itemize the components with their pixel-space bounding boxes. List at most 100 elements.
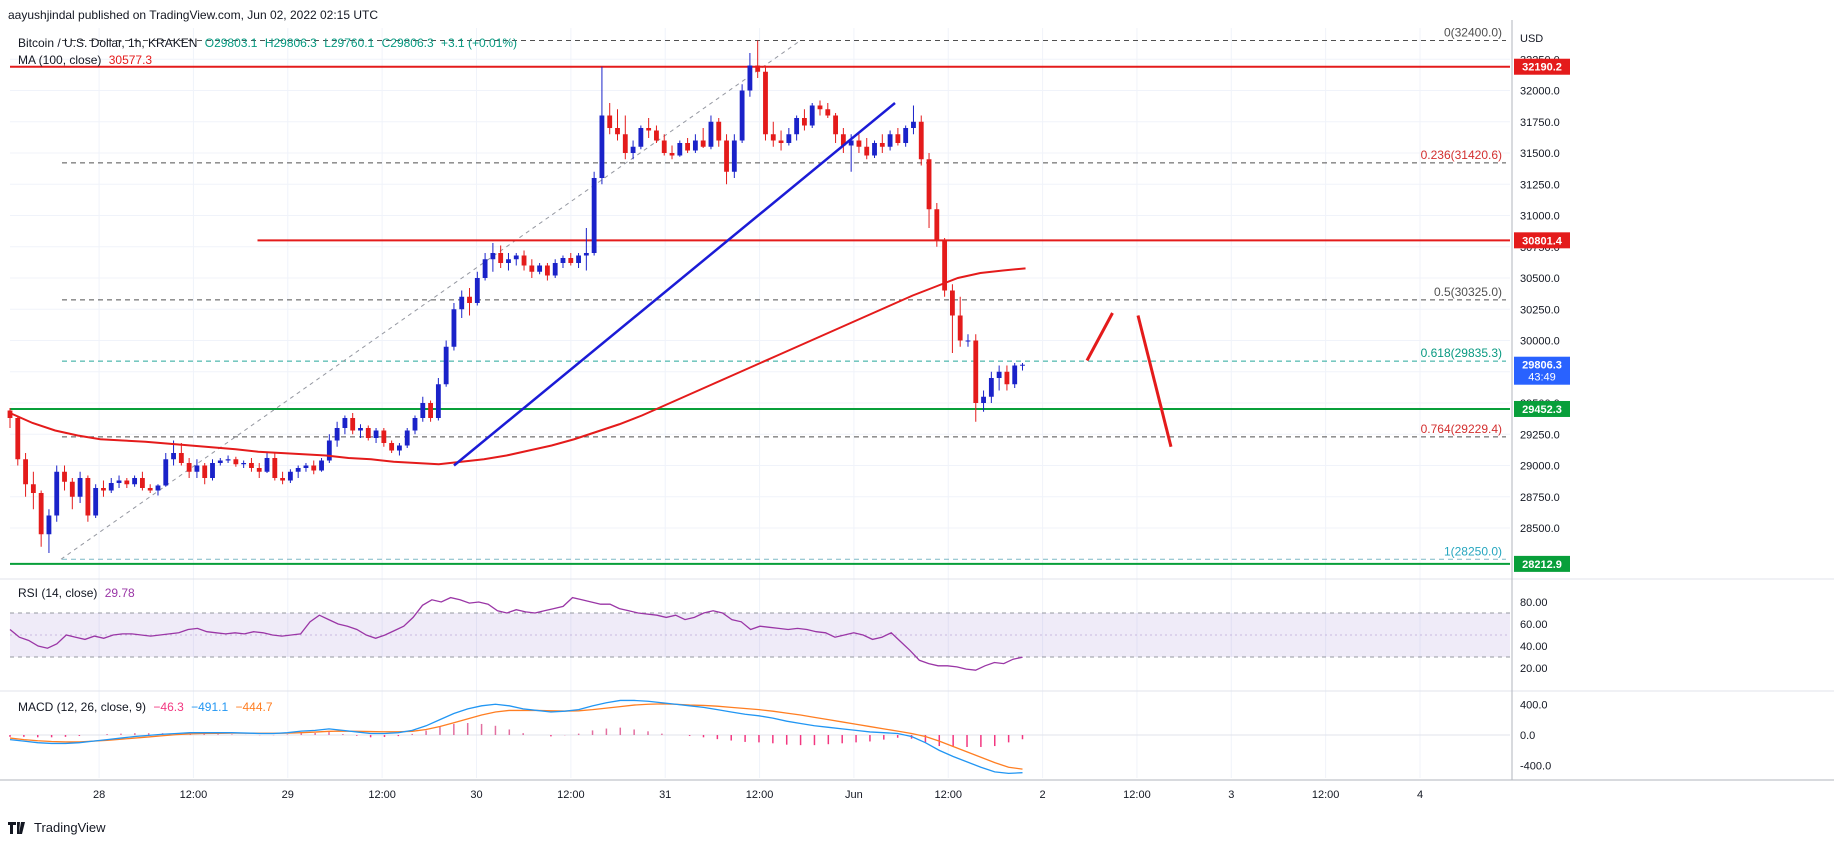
candle (965, 334, 971, 347)
candle-body (739, 90, 745, 141)
candle (186, 458, 192, 478)
candle-body (249, 463, 254, 468)
candle-body (365, 428, 371, 438)
candle-body (638, 128, 644, 147)
candle-body (786, 134, 792, 143)
candle (568, 253, 574, 266)
candle-body (38, 493, 44, 535)
macd-line (9, 699, 1023, 775)
fib-retracement: 0(32400.0) 0.236(31420.6) 0.5(30325.0) 0.61… (62, 26, 1506, 560)
candle (724, 134, 729, 185)
tradingview-logo[interactable]: TradingView (8, 820, 106, 835)
candle-body (69, 481, 75, 497)
candle (794, 115, 800, 141)
candle (677, 140, 683, 157)
candle-body (326, 440, 332, 461)
price-tick-label: 29250.0 (1520, 429, 1560, 441)
rsi-legend: RSI (14, close) 29.78 (18, 586, 139, 600)
candle (864, 138, 870, 160)
candle-body (459, 296, 465, 310)
fib-level-label: 0.5(30325.0) (1434, 285, 1502, 299)
candle-body (630, 146, 636, 153)
candle-body (420, 403, 426, 418)
candle (217, 458, 223, 466)
candle-body (965, 340, 971, 342)
candle-body (404, 430, 410, 446)
candle-body (521, 255, 527, 266)
candle-body (287, 471, 293, 481)
time-tick-label: 12:00 (1312, 789, 1340, 801)
candle (856, 134, 862, 153)
candle (256, 463, 262, 478)
candle (529, 259, 535, 278)
price-badge-label: 29452.3 (1522, 404, 1562, 416)
candle-body (911, 121, 916, 128)
candle-body (833, 115, 838, 135)
candle-body (93, 488, 99, 516)
candle-body (233, 459, 239, 465)
candle-body (552, 263, 558, 276)
candle (295, 465, 301, 478)
candle-body (568, 258, 574, 263)
candle (459, 290, 465, 318)
price-badge: 28212.9 (1514, 555, 1570, 572)
candle-body (241, 463, 247, 465)
price-badge: 29806.343:49 (1514, 356, 1570, 385)
candle-body (350, 418, 356, 431)
candle-body (303, 465, 309, 468)
candle-body (747, 65, 753, 91)
ma-legend: MA (100, close) 30577.3 (18, 53, 156, 67)
candle-body (560, 258, 566, 263)
publish-header: aayushjindal published on TradingView.co… (8, 8, 378, 22)
candle (54, 465, 60, 522)
candle (389, 440, 395, 453)
macd-signal-line (9, 703, 1023, 770)
candle (685, 138, 691, 153)
macd-histogram (9, 723, 1024, 747)
candle-body (957, 315, 963, 341)
candle-body (46, 515, 52, 535)
fib-level-label: 0.236(31420.6) (1421, 148, 1502, 162)
candle-body (840, 134, 846, 146)
candle (124, 478, 130, 488)
tradingview-icon (8, 821, 25, 834)
candle-body (202, 465, 208, 478)
candle (506, 253, 511, 271)
candle (537, 263, 543, 275)
candle (358, 424, 363, 438)
rsi-value: 29.78 (104, 586, 135, 600)
candle-body (661, 140, 667, 153)
time-tick-label: 2 (1040, 789, 1046, 801)
candle (778, 130, 784, 151)
candle-body (435, 384, 441, 418)
candle (513, 253, 519, 266)
candle (147, 484, 153, 493)
candle (887, 130, 893, 151)
candle (93, 484, 99, 518)
candle-body (311, 465, 317, 471)
candle-body (280, 478, 286, 481)
candle (101, 480, 106, 497)
candle (692, 134, 698, 153)
candle (599, 66, 605, 185)
price-tick-label: 32000.0 (1520, 86, 1560, 98)
candle-body (1004, 371, 1010, 385)
candle (467, 288, 472, 316)
candle-body (412, 418, 418, 431)
candle-body (669, 153, 675, 156)
ma-100-line (9, 267, 1026, 466)
price-badge-countdown: 43:49 (1528, 372, 1556, 384)
candle (576, 253, 581, 268)
candle (802, 109, 807, 131)
candle-body (677, 143, 683, 156)
candle-body (755, 65, 761, 72)
candle (264, 453, 270, 473)
candle (747, 53, 753, 97)
candle-body (864, 146, 870, 156)
candle-body (264, 458, 270, 472)
candle-body (490, 253, 496, 260)
candle (412, 415, 418, 435)
candle (373, 428, 379, 443)
price-badge-label: 30801.4 (1522, 235, 1563, 247)
